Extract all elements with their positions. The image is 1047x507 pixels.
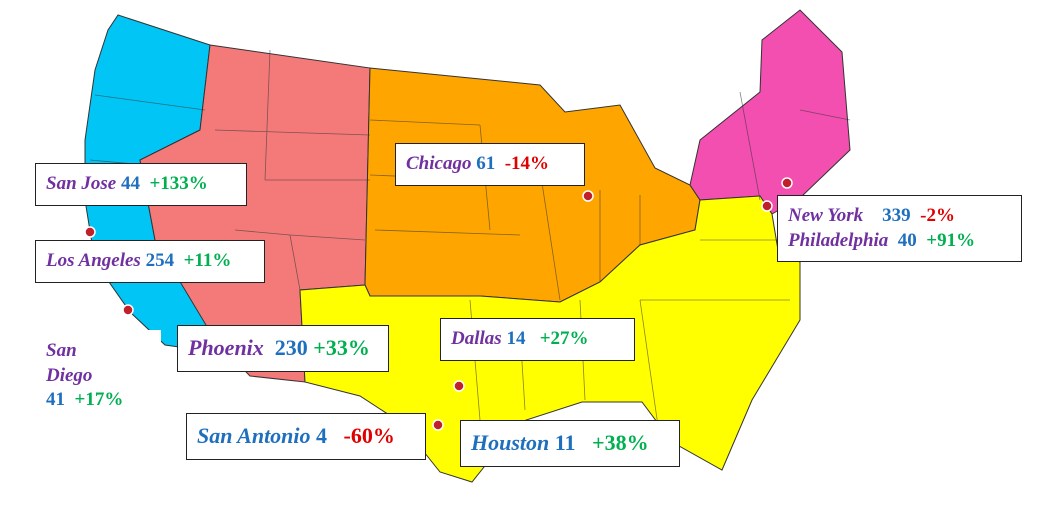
city-value: 14 [506,328,526,349]
city-value: 230 [274,335,308,360]
dot-san-jose [84,226,96,238]
label-san-diego: San Diego 41 +17% [35,330,161,423]
city-value: 254 [145,250,175,271]
city-name: San Diego [46,340,93,386]
city-name: Houston [471,430,550,455]
city-change: -2% [920,205,955,226]
label-chicago: Chicago 61 -14% [395,143,585,186]
region-northeast [689,9,851,215]
city-name: Chicago [406,153,472,174]
dot-philadelphia [761,200,773,212]
label-houston: Houston 11 +38% [460,420,680,467]
city-change: +11% [183,250,232,271]
city-change: +27% [539,328,589,349]
city-dots [84,177,793,431]
city-value: 44 [120,173,140,194]
dot-chicago [582,190,594,202]
city-name: Los Angeles [46,250,141,271]
city-value: 339 [882,205,911,226]
city-change: +33% [313,335,370,360]
city-name: San Jose [46,173,117,194]
dot-san-antonio [432,419,444,431]
label-phoenix: Phoenix 230 +33% [177,325,389,372]
label-new-york-philadelphia: New York 339 -2% Philadelphia 40 +91% [777,195,1022,263]
city-change: +133% [149,173,208,194]
dot-dallas [453,380,465,392]
city-change: +17% [74,389,124,411]
dot-new-york [781,177,793,189]
city-change: -60% [343,423,395,448]
city-name: Dallas [451,328,502,349]
city-value: 41 [46,389,65,411]
city-value: 61 [476,153,496,174]
label-los-angeles: Los Angeles 254 +11% [35,240,265,283]
city-name: Phoenix [188,335,264,360]
city-value: 11 [554,430,576,455]
city-value: 40 [897,229,917,251]
state-lines [89,49,851,441]
city-name: Philadelphia [788,229,889,251]
label-san-antonio: San Antonio 4 -60% [186,413,426,460]
dot-los-angeles [122,304,134,316]
label-san-jose: San Jose 44 +133% [35,163,247,206]
city-change: +38% [592,430,649,455]
city-change: -14% [504,153,550,174]
city-value: 4 [316,423,328,448]
city-change: +91% [926,229,976,251]
city-name: New York [788,205,864,226]
label-dallas: Dallas 14 +27% [440,318,635,361]
city-name: San Antonio [197,423,311,448]
